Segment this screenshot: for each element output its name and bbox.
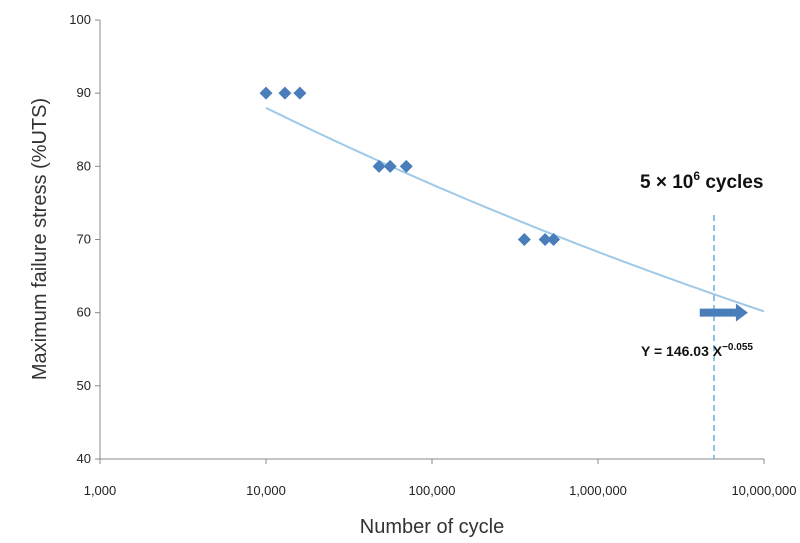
- cycles-annotation-sup: 6: [693, 169, 700, 183]
- y-tick-label: 90: [77, 85, 91, 100]
- data-point: [547, 233, 561, 246]
- arrow-group: [699, 303, 748, 322]
- data-point: [372, 159, 386, 173]
- y-tick-label: 80: [77, 158, 91, 173]
- equation-base: Y = 146.03 X: [641, 343, 723, 359]
- y-tick-label: 50: [77, 378, 91, 393]
- data-point: [259, 86, 273, 100]
- y-tick-label: 100: [69, 12, 91, 27]
- cycles-annotation-base: 5 × 10: [640, 172, 693, 193]
- x-tick-label: 1,000: [84, 483, 117, 498]
- right-arrow-icon: [699, 303, 748, 322]
- axes: 40 50 60 70 80 90 100 1,000 10,000 100,000 1,000,0…: [69, 12, 796, 498]
- data-point: [383, 159, 397, 173]
- y-tick-label: 70: [77, 232, 91, 247]
- equation-sup: −0.055: [722, 342, 753, 353]
- trendline: [265, 106, 765, 313]
- y-tick-label: 40: [77, 451, 91, 466]
- x-axis-title: Number of cycle: [360, 516, 505, 538]
- cycles-annotation: 5 × 106 cycles: [640, 169, 763, 193]
- y-axis-title: Maximum failure stress (%UTS): [29, 98, 51, 380]
- equation-annotation: Y = 146.03 X−0.055: [641, 342, 753, 359]
- x-tick-label: 100,000: [409, 483, 456, 498]
- y-tick-label: 60: [77, 305, 91, 320]
- x-tick-label: 10,000,000: [731, 483, 796, 498]
- data-points: [259, 86, 561, 246]
- cycles-annotation-tail: cycles: [700, 172, 763, 193]
- data-point: [278, 86, 292, 100]
- x-tick-label: 10,000: [246, 483, 286, 498]
- data-point: [517, 233, 531, 246]
- trendline-group: [265, 106, 765, 313]
- data-point: [293, 86, 307, 100]
- data-point: [538, 233, 552, 246]
- data-point: [399, 159, 413, 173]
- x-tick-label: 1,000,000: [569, 483, 627, 498]
